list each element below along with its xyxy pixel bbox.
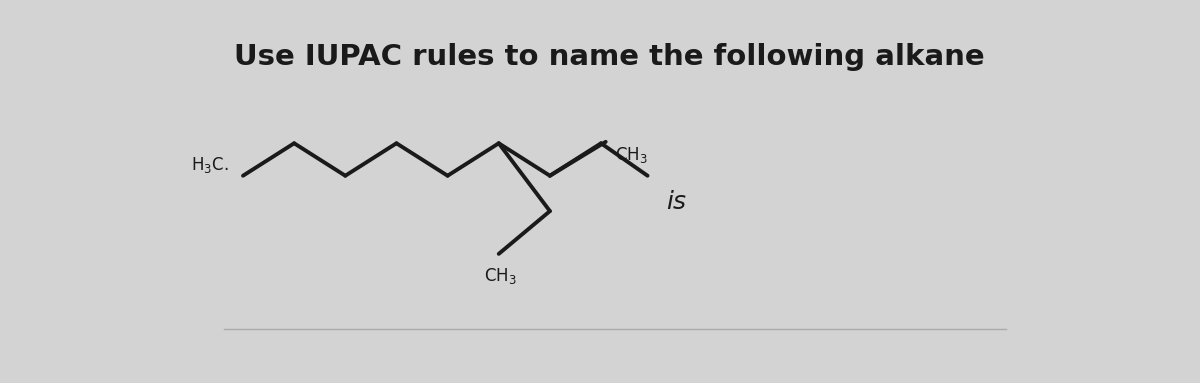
Text: is: is [666,190,686,214]
Text: H$_3$C.: H$_3$C. [191,155,229,175]
Text: CH$_3$: CH$_3$ [616,145,648,165]
Text: CH$_3$: CH$_3$ [485,266,517,286]
Text: Use IUPAC rules to name the following alkane: Use IUPAC rules to name the following al… [234,43,984,71]
